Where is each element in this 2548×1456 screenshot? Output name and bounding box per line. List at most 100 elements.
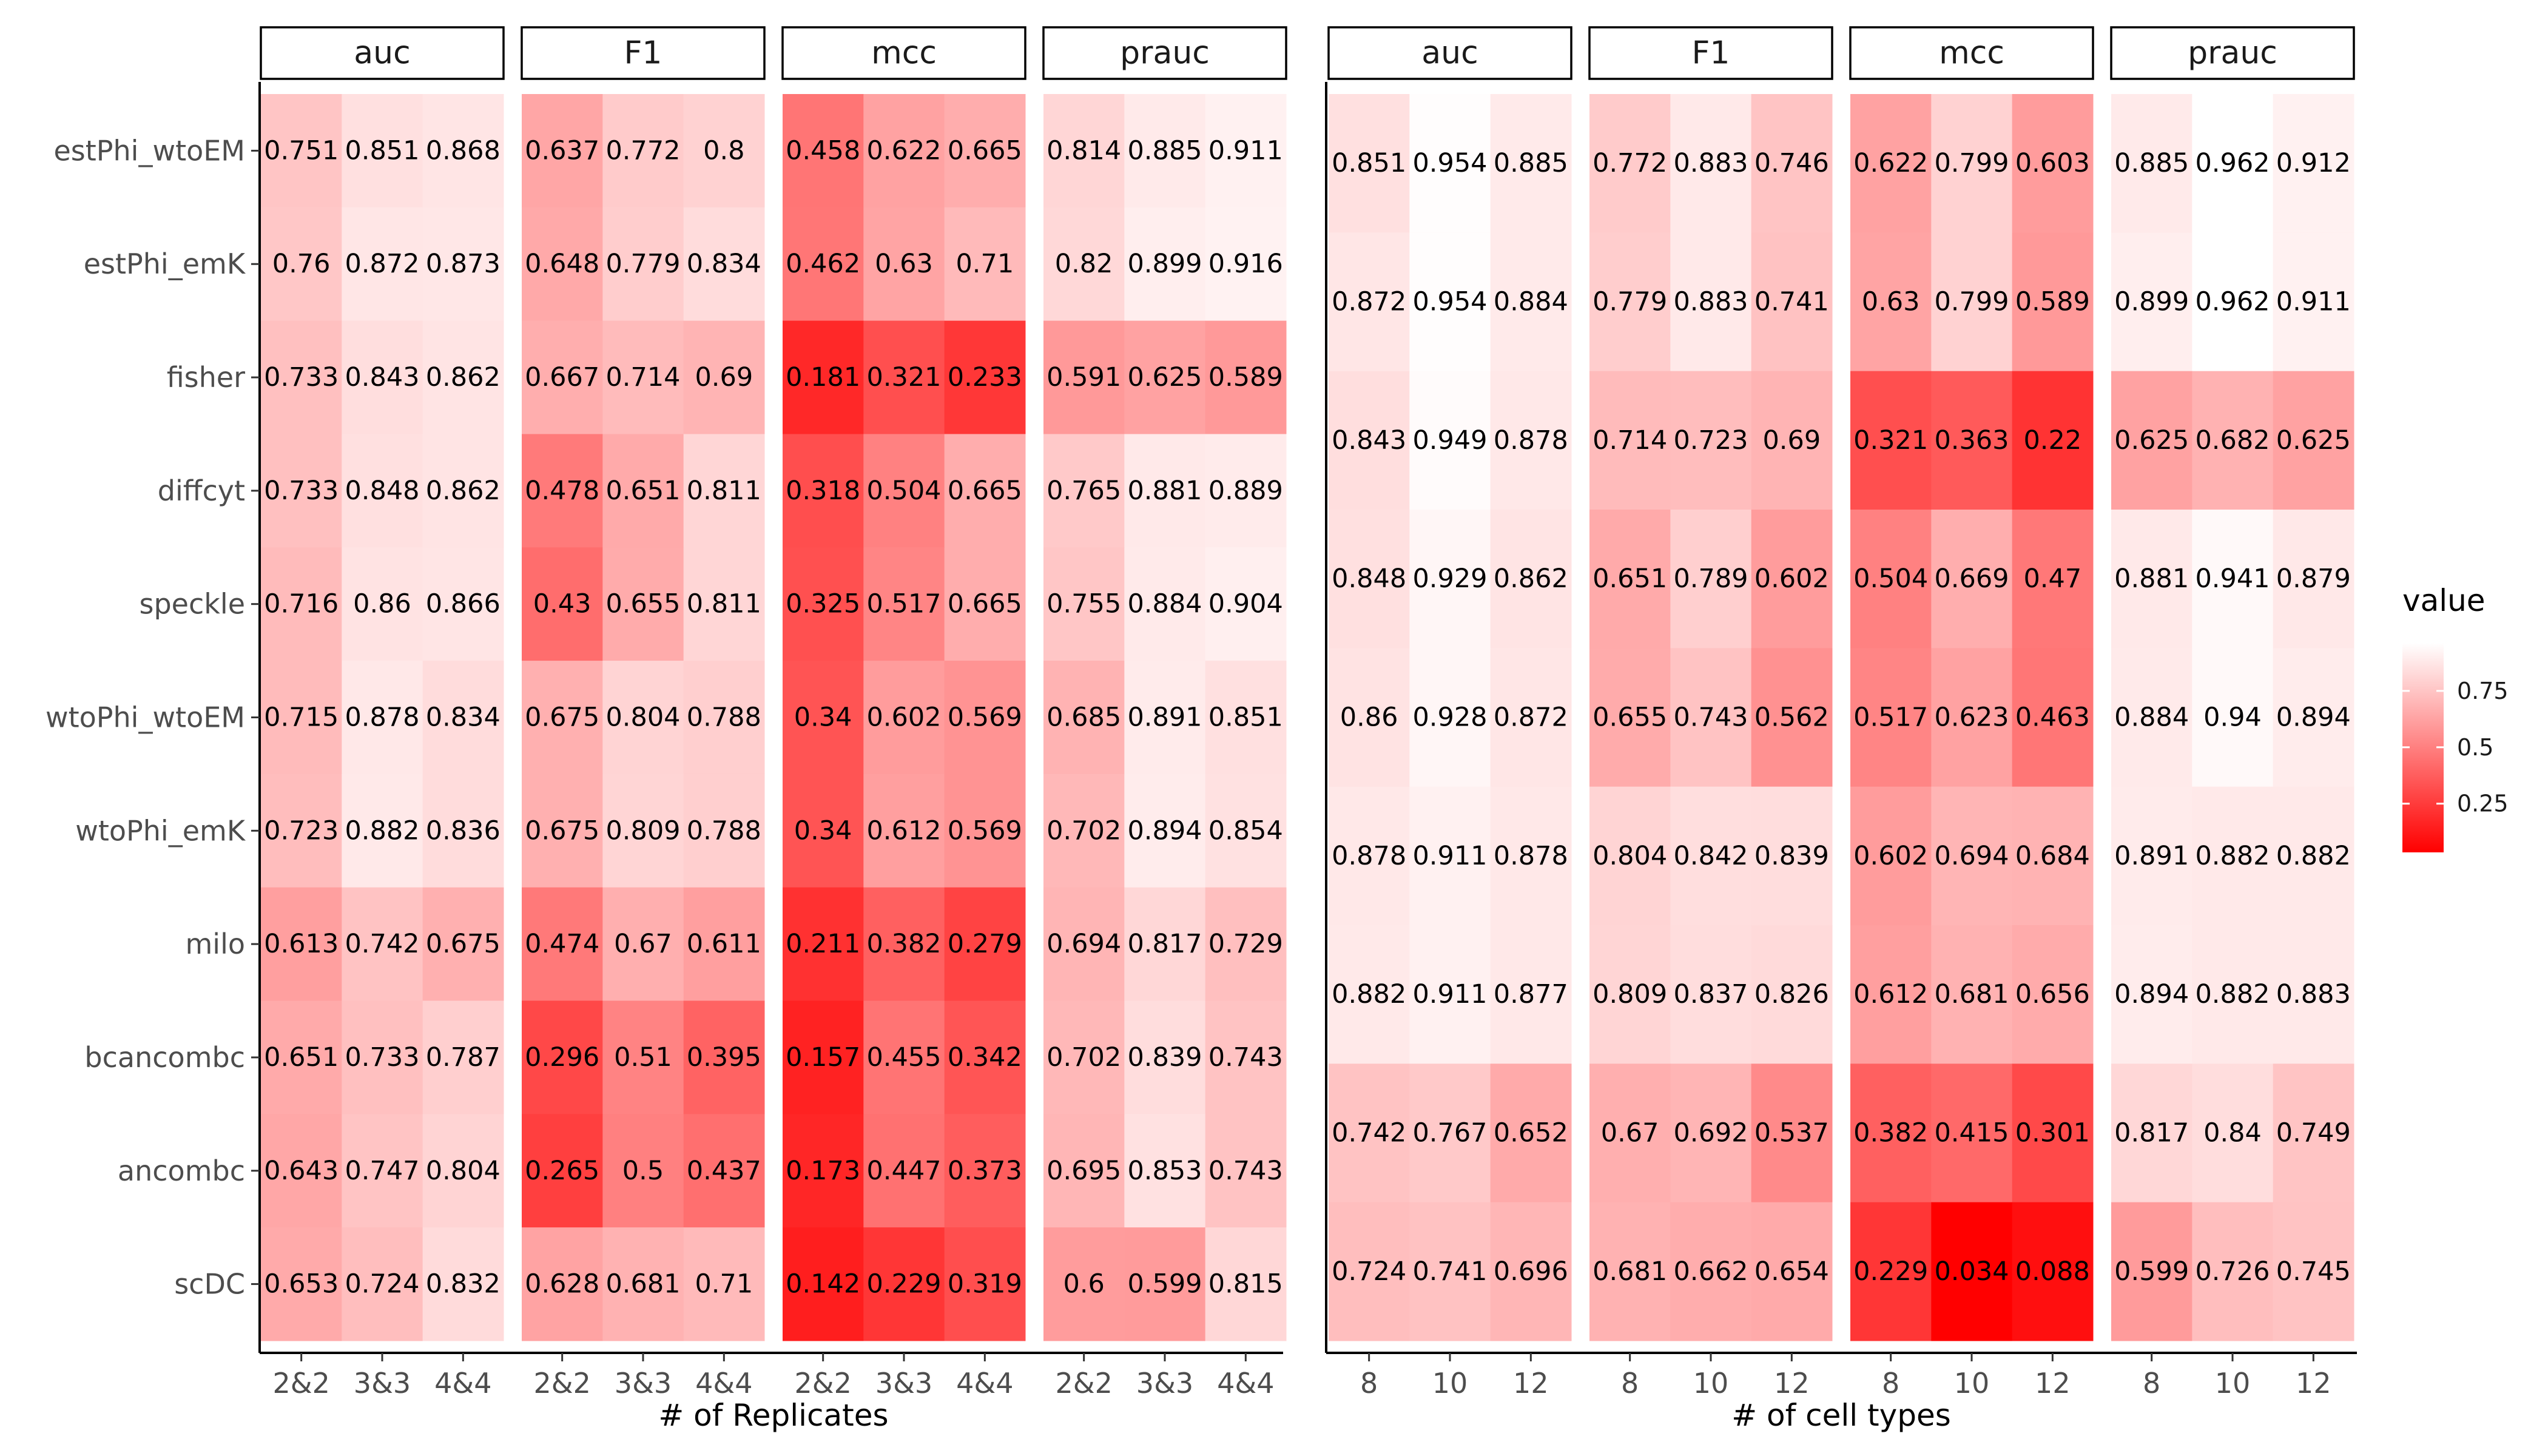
heatmap-cell <box>1850 94 1932 233</box>
cell-value-label: 0.301 <box>2015 1118 2090 1148</box>
heatmap-cell <box>2273 786 2354 926</box>
heatmap-cell <box>1670 510 1752 649</box>
cell-value-label: 0.755 <box>1046 589 1121 619</box>
heatmap-cell <box>1124 434 1206 548</box>
x-tick-label: 8 <box>2143 1367 2160 1400</box>
heatmap-cell <box>863 1227 945 1341</box>
cell-value-label: 0.767 <box>1412 1118 1487 1148</box>
cell-value-label: 0.643 <box>264 1156 339 1186</box>
cell-value-label: 0.878 <box>1494 841 1568 871</box>
facet-strip-label: prauc <box>2188 35 2277 72</box>
cell-value-label: 0.537 <box>1754 1118 1829 1148</box>
cell-value-label: 0.743 <box>1208 1042 1283 1073</box>
heatmap-cell <box>863 434 945 548</box>
heatmap-cell <box>602 1227 684 1341</box>
cell-value-label: 0.883 <box>2276 979 2351 1009</box>
heatmap-cell <box>783 661 864 775</box>
cell-value-label: 0.743 <box>1673 703 1748 733</box>
cell-value-label: 0.84 <box>2203 1118 2262 1148</box>
heatmap-cell <box>1329 648 1410 787</box>
heatmap-cell <box>1329 786 1410 926</box>
heatmap-cell <box>422 547 504 661</box>
heatmap-cell <box>602 320 684 434</box>
cell-value-label: 0.669 <box>1934 564 2009 594</box>
cell-value-label: 0.811 <box>687 589 761 619</box>
heatmap-cell <box>1043 207 1125 322</box>
cell-value-label: 0.815 <box>1208 1269 1283 1299</box>
cell-value-label: 0.653 <box>264 1269 339 1299</box>
heatmap-cell <box>422 1227 504 1341</box>
heatmap-cell <box>2111 1063 2192 1203</box>
cell-value-label: 0.437 <box>687 1156 761 1186</box>
facet-strip-label: auc <box>354 35 410 72</box>
facet-strip <box>521 26 766 80</box>
heatmap-cell <box>261 1227 342 1341</box>
cell-value-label: 0.628 <box>525 1269 599 1299</box>
cell-value-label: 0.878 <box>345 703 419 733</box>
cell-value-label: 0.851 <box>1332 148 1406 178</box>
x-tick-label: 2&2 <box>272 1367 329 1400</box>
cell-value-label: 0.71 <box>956 249 1014 279</box>
heatmap-cell <box>261 547 342 661</box>
cell-value-label: 0.76 <box>272 249 331 279</box>
cell-value-label: 0.851 <box>345 135 419 166</box>
cell-value-label: 0.665 <box>948 476 1022 506</box>
heatmap-cell <box>1043 320 1125 434</box>
cell-value-label: 0.652 <box>1494 1118 1568 1148</box>
cell-value-label: 0.723 <box>264 815 339 846</box>
facet-strip <box>1327 26 1572 80</box>
facet-strip-label: F1 <box>624 35 662 72</box>
heatmap-cell <box>1490 510 1572 649</box>
cell-value-label: 0.296 <box>525 1042 599 1073</box>
heatmap-cell <box>2012 510 2094 649</box>
heatmap-cell <box>1124 1000 1206 1114</box>
cell-value-label: 0.321 <box>1853 425 1928 456</box>
cell-value-label: 0.799 <box>1934 148 2009 178</box>
heatmap-cell <box>2192 786 2274 926</box>
heatmap-cell <box>2273 94 2354 233</box>
heatmap-cell <box>683 94 765 208</box>
heatmap-cell <box>602 1114 684 1228</box>
heatmap-cell <box>683 320 765 434</box>
heatmap-cell <box>2273 232 2354 372</box>
cell-value-label: 0.832 <box>426 1269 500 1299</box>
heatmap-cell <box>602 207 684 322</box>
heatmap-cell <box>2012 1202 2094 1341</box>
heatmap-cell <box>1205 547 1287 661</box>
cell-value-label: 0.681 <box>605 1269 680 1299</box>
cell-value-label: 0.883 <box>1673 148 1748 178</box>
facet-strip <box>1849 26 2094 80</box>
heatmap-cell <box>2192 1063 2274 1203</box>
heatmap-cell <box>342 547 423 661</box>
cell-value-label: 0.82 <box>1055 249 1113 279</box>
row-label-wtoPhi_wtoEM: wtoPhi_wtoEM <box>46 701 245 734</box>
x-tick-label: 10 <box>1432 1367 1468 1400</box>
cell-value-label: 0.751 <box>264 135 339 166</box>
cell-value-label: 0.894 <box>2114 979 2189 1009</box>
heatmap-cell <box>1329 94 1410 233</box>
cell-value-label: 0.879 <box>2276 564 2351 594</box>
heatmap-cell <box>342 1227 423 1341</box>
heatmap-cell <box>602 1000 684 1114</box>
cell-value-label: 0.142 <box>786 1269 860 1299</box>
cell-value-label: 0.836 <box>426 815 500 846</box>
heatmap-cell <box>1670 648 1752 787</box>
cell-value-label: 0.745 <box>2276 1256 2351 1287</box>
heatmap-cell <box>944 1000 1026 1114</box>
cell-value-label: 0.843 <box>345 362 419 393</box>
heatmap-cell <box>422 661 504 775</box>
cell-value-label: 0.787 <box>426 1042 500 1073</box>
heatmap-cell <box>1931 232 2013 372</box>
heatmap-cell <box>1751 1063 1833 1203</box>
heatmap-cell <box>1589 371 1671 510</box>
heatmap-cell <box>2012 371 2094 510</box>
heatmap-cell <box>2192 510 2274 649</box>
heatmap-cell <box>1409 925 1491 1064</box>
heatmap-cell <box>1043 774 1125 888</box>
cell-value-label: 0.611 <box>687 929 761 959</box>
heatmap-cell <box>1589 94 1671 233</box>
row-label-diffcyt: diffcyt <box>158 474 245 507</box>
x-tick-label: 3&3 <box>615 1367 672 1400</box>
heatmap-cell <box>1850 1202 1932 1341</box>
cell-value-label: 0.94 <box>2203 703 2262 733</box>
